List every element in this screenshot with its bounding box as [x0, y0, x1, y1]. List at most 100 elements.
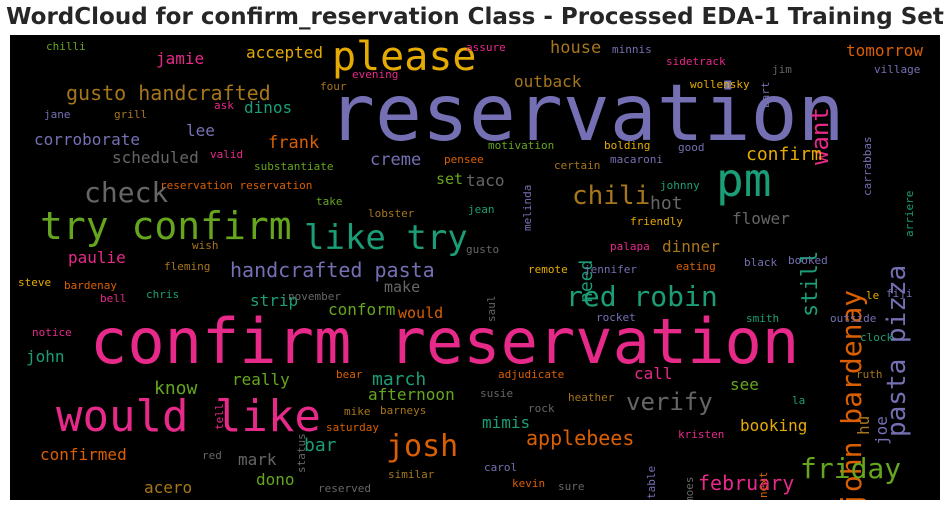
word-chilli: chilli: [46, 40, 86, 53]
word-kristen: kristen: [678, 428, 725, 441]
word-gusto: gusto: [466, 243, 500, 256]
word-lee: lee: [186, 121, 215, 140]
word-johnny: johnny: [660, 179, 700, 192]
word-confirm-reservation: confirm reservation: [90, 305, 800, 378]
word-bear: bear: [336, 368, 363, 381]
word-dono: dono: [256, 470, 295, 489]
word-acero: acero: [144, 478, 193, 497]
word-see: see: [730, 375, 759, 394]
word-friendly: friendly: [630, 215, 683, 228]
word-jean: jean: [468, 203, 495, 216]
word-strip: strip: [250, 291, 299, 310]
word-rock: rock: [528, 402, 555, 415]
word-lobster: lobster: [368, 207, 415, 220]
word-reserved: reserved: [318, 482, 371, 495]
word-josh: josh: [386, 429, 459, 464]
word-hot: hot: [650, 193, 683, 214]
word-chili: chili: [572, 181, 651, 211]
word-mimis: mimis: [482, 413, 531, 432]
word-reservation-reservation: reservation reservation: [160, 179, 313, 192]
word-would-like: would like: [56, 391, 321, 442]
word-substantiate: substantiate: [254, 160, 334, 173]
word-afternoon: afternoon: [368, 385, 455, 404]
word-good: good: [678, 141, 705, 154]
word-confirm: confirm: [746, 144, 822, 165]
word-corroborate: corroborate: [34, 130, 140, 149]
word-tomorrow: tomorrow: [846, 41, 924, 60]
word-outback: outback: [514, 72, 582, 91]
word-motivation: motivation: [488, 139, 555, 152]
word-make: make: [384, 278, 421, 296]
wordcloud-canvas: reservation confirm reservation would like…: [10, 35, 940, 500]
word-fleming: fleming: [164, 260, 211, 273]
word-grill: grill: [114, 108, 148, 121]
word-dinner: dinner: [662, 237, 720, 256]
word-mark: mark: [238, 450, 277, 469]
word-village: village: [874, 63, 921, 76]
word-booking: booking: [740, 416, 808, 435]
word-jennifer: jennifer: [584, 263, 637, 276]
word-jane: jane: [44, 108, 71, 121]
word-february: february: [698, 471, 795, 495]
word-ruth: ruth: [856, 368, 883, 381]
word-red-robin: red robin: [566, 280, 718, 313]
word-jamie: jamie: [156, 49, 205, 68]
chart-title: WordCloud for confirm_reservation Class …: [6, 4, 944, 30]
word-saturday: saturday: [326, 421, 379, 434]
word-notice: notice: [32, 326, 72, 339]
word-arriere: arriere: [903, 190, 916, 237]
word-similar: similar: [388, 468, 435, 481]
word-carol: carol: [484, 461, 518, 474]
word-flower: flower: [732, 209, 790, 228]
word-chris: chris: [146, 288, 180, 301]
word-black: black: [744, 256, 778, 269]
word-susie: susie: [480, 387, 514, 400]
word-march: march: [372, 369, 427, 390]
word-gusto-handcrafted: gusto handcrafted: [66, 81, 271, 105]
word-handcrafted-pasta: handcrafted pasta: [230, 258, 435, 282]
word-heather: heather: [568, 391, 615, 404]
word-sidetrack: sidetrack: [666, 55, 726, 68]
word-wollensky: wollensky: [690, 78, 750, 91]
word-saul: saul: [485, 295, 498, 323]
word-pensee: pensee: [444, 153, 484, 166]
word-steve: steve: [18, 276, 52, 289]
word-certain: certain: [554, 159, 601, 172]
word-creme: creme: [370, 150, 422, 170]
word-kevin: kevin: [512, 477, 546, 490]
word-fiji: fiji: [886, 287, 913, 300]
word-paulie: paulie: [68, 248, 126, 267]
word-minnis: minnis: [612, 43, 652, 56]
word-status: status: [295, 433, 308, 473]
word-taco: taco: [466, 171, 505, 190]
word-palapa: palapa: [610, 240, 650, 253]
word-tell: tell: [213, 403, 226, 431]
word-scheduled: scheduled: [112, 148, 199, 167]
word-le: le: [866, 289, 880, 302]
word-smith: smith: [746, 312, 780, 325]
word-know: know: [154, 378, 198, 399]
word-barneys: barneys: [380, 404, 427, 417]
word-house: house: [550, 38, 602, 58]
word-bart: bart: [759, 81, 772, 109]
word-mike: mike: [344, 405, 371, 418]
word-evening: evening: [352, 68, 399, 81]
word-set: set: [436, 170, 464, 188]
word-wish: wish: [192, 239, 219, 252]
word-dinos: dinos: [244, 98, 293, 117]
word-ask: ask: [214, 99, 234, 112]
word-jim: jim: [772, 63, 792, 76]
word-bardenay: bardenay: [64, 279, 117, 292]
word-joe: joe: [872, 416, 891, 445]
word-four: four: [320, 80, 347, 93]
word-la: la: [792, 394, 806, 407]
word-carrabbas: carrabbas: [861, 136, 874, 196]
word-like-try: like try: [304, 218, 468, 258]
word-table: table: [645, 465, 658, 499]
word-red: red: [202, 449, 222, 462]
word-please: please: [332, 35, 477, 80]
word-moes: moes: [683, 476, 696, 501]
word-accepted: accepted: [246, 43, 324, 62]
word-applebees: applebees: [526, 426, 635, 450]
word-eating: eating: [676, 260, 716, 273]
